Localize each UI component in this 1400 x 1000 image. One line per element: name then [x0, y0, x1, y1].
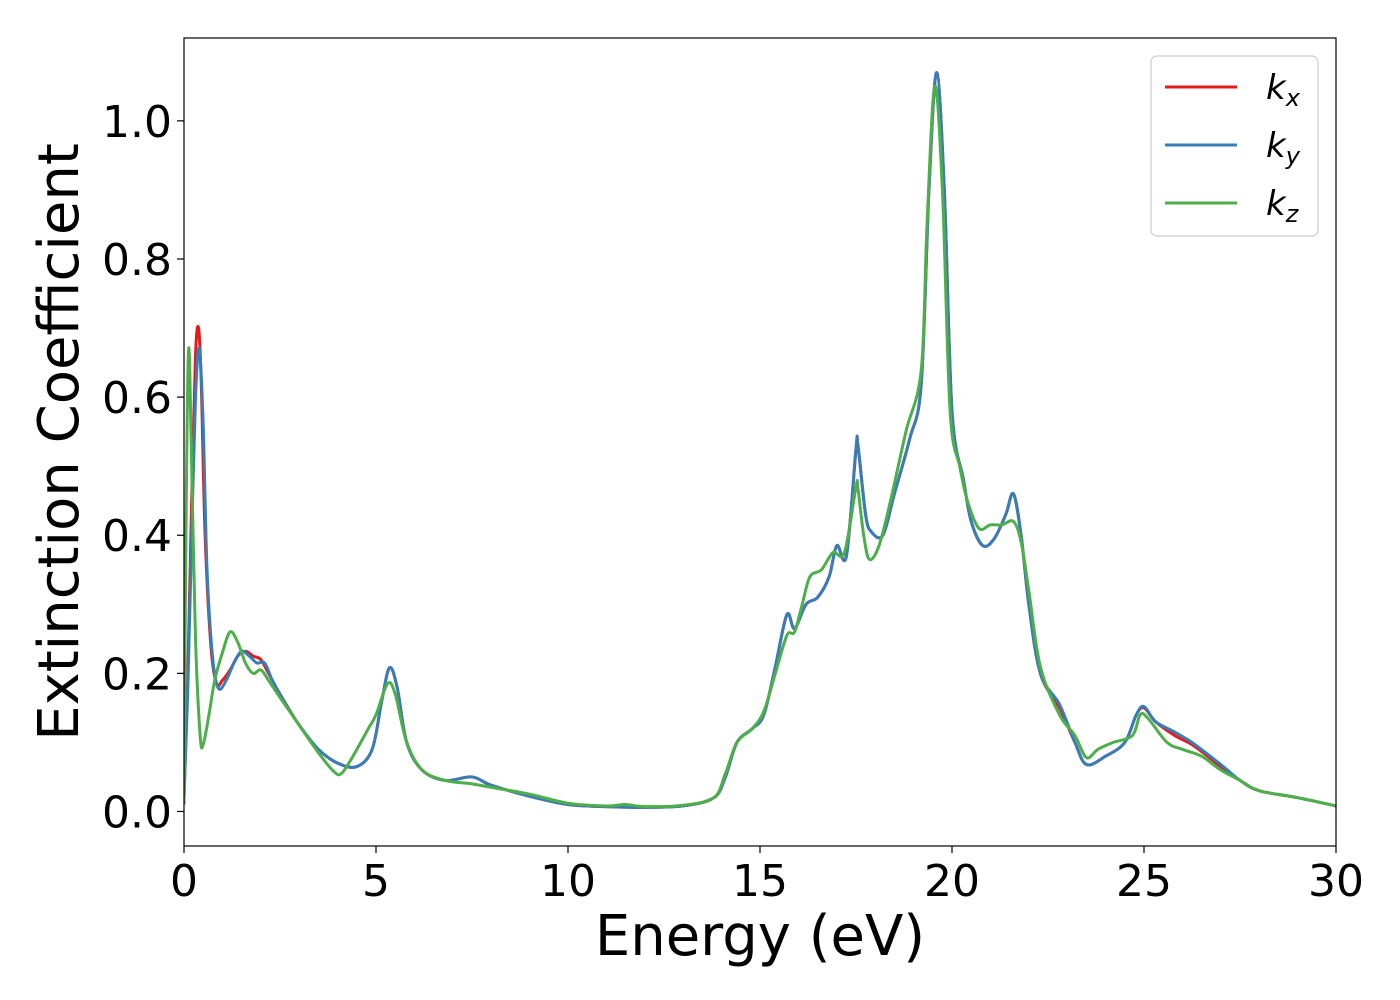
x-tick-label: 25 [1116, 856, 1172, 907]
x-tick-label: 30 [1308, 856, 1364, 907]
y-tick-label: 0.4 [102, 511, 172, 562]
ticks-layer: 0 5 10 15 20 25 30 0.0 0.2 0.4 0.6 0.8 1.0 [102, 97, 1364, 907]
y-tick-label: 1.0 [102, 97, 172, 148]
x-tick-label: 10 [540, 856, 596, 907]
x-axis-label: Energy (eV) [595, 904, 925, 969]
y-tick-label: 0.6 [102, 373, 172, 424]
y-tick-label: 0.0 [102, 787, 172, 838]
x-tick-label: 5 [362, 856, 390, 907]
x-tick-label: 20 [924, 856, 980, 907]
y-axis-label: Extinction Coefficient [27, 143, 92, 741]
y-tick-label: 0.2 [102, 649, 172, 700]
legend-label-kx: kx [1266, 68, 1301, 112]
x-tick-label: 0 [170, 856, 198, 907]
y-tick-label: 0.8 [102, 235, 172, 286]
legend: kx ky kz [1150, 55, 1319, 237]
x-tick-label: 15 [732, 856, 788, 907]
series-line-kz [184, 84, 1336, 809]
legend-label-ky: ky [1266, 126, 1301, 170]
series-layer [184, 71, 1336, 809]
legend-label-kz: kz [1266, 184, 1300, 228]
